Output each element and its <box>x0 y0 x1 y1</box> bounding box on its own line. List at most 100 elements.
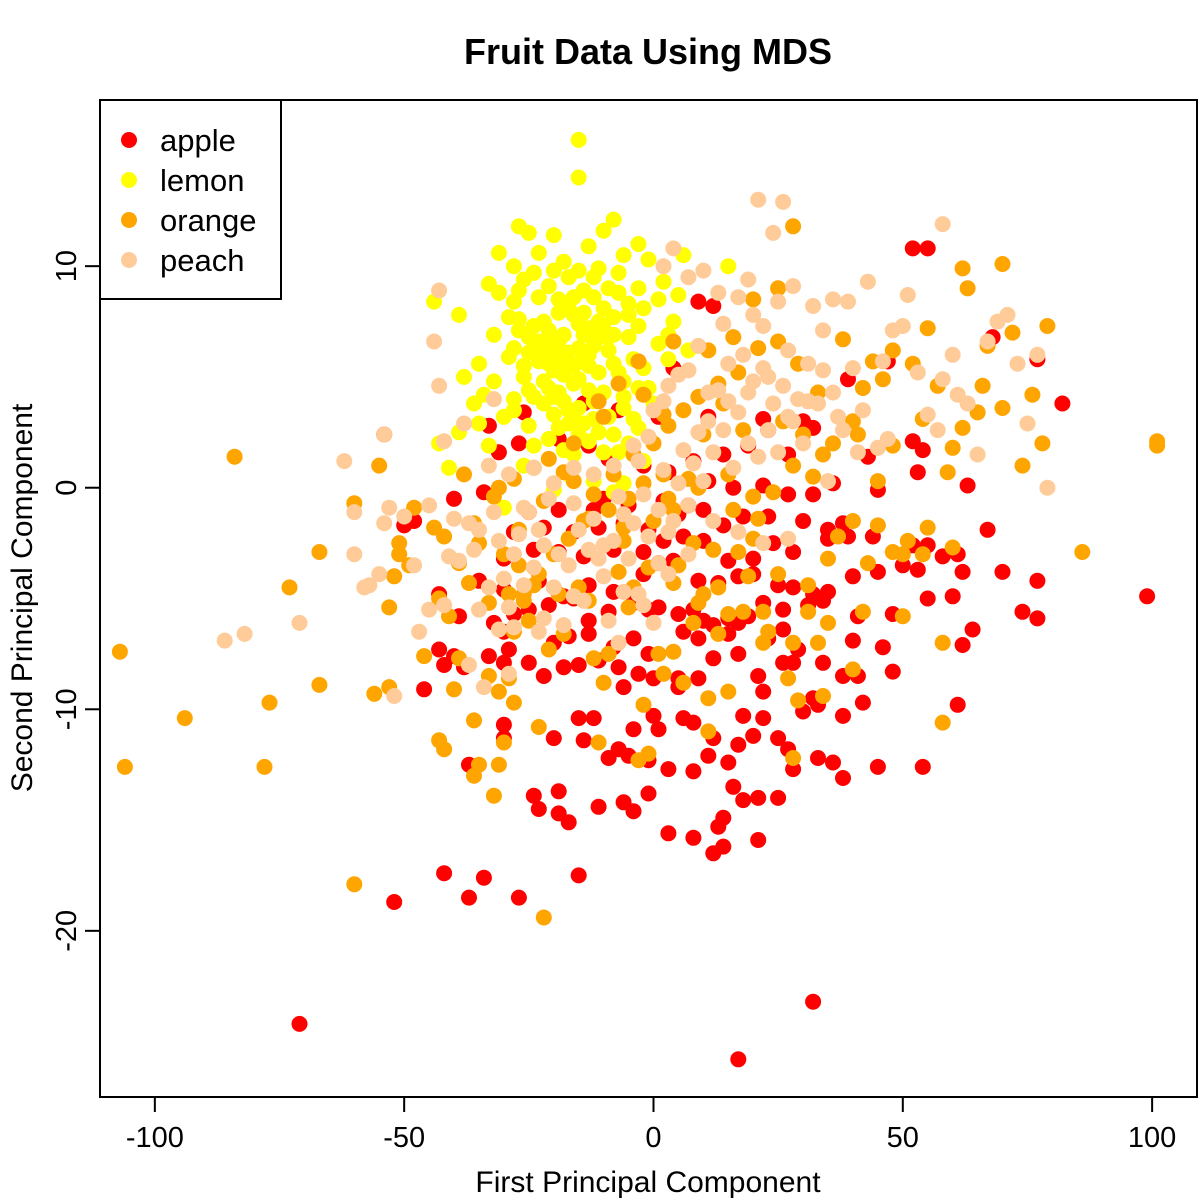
point-lemon-133 <box>585 289 602 306</box>
point-peach-19 <box>466 541 482 558</box>
point-peach-187 <box>815 362 831 379</box>
point-peach-132 <box>480 457 497 474</box>
point-apple-73 <box>535 668 552 684</box>
point-peach-61 <box>690 424 707 441</box>
y-tick-label-2: 0 <box>51 480 83 496</box>
point-orange-15 <box>391 546 408 563</box>
point-apple-179 <box>745 550 762 567</box>
point-apple-121 <box>540 597 557 614</box>
point-orange-117 <box>785 457 802 474</box>
point-peach-109 <box>1009 355 1026 372</box>
point-lemon-34 <box>650 291 667 308</box>
point-orange-102 <box>959 280 976 297</box>
point-orange-36 <box>535 909 552 926</box>
point-peach-161 <box>825 291 841 308</box>
point-apple-157 <box>770 577 787 594</box>
point-lemon-151 <box>595 444 612 461</box>
point-lemon-15 <box>615 247 632 264</box>
point-apple-36 <box>770 730 787 747</box>
point-peach-184 <box>760 368 777 385</box>
point-lemon-119 <box>515 357 532 374</box>
point-peach-112 <box>1039 479 1056 496</box>
point-orange-97 <box>1074 544 1091 560</box>
point-peach-113 <box>934 216 951 233</box>
point-apple-79 <box>630 665 647 682</box>
point-peach-162 <box>840 293 856 310</box>
point-apple-11 <box>530 801 547 817</box>
point-lemon-10 <box>490 244 507 261</box>
point-orange-5 <box>281 579 298 596</box>
point-peach-165 <box>386 688 403 704</box>
point-peach-135 <box>431 377 448 394</box>
point-apple-53 <box>585 710 602 727</box>
point-orange-129 <box>954 419 971 436</box>
point-peach-41 <box>595 568 612 585</box>
points-layer <box>111 131 1166 1068</box>
point-orange-79 <box>859 555 876 572</box>
point-peach-11 <box>421 601 438 618</box>
legend-label-lemon: lemon <box>160 163 244 198</box>
point-orange-194 <box>371 457 388 474</box>
point-peach-145 <box>660 524 677 540</box>
point-orange-7 <box>311 676 328 693</box>
point-apple-218 <box>909 464 926 481</box>
point-orange-216 <box>505 694 522 711</box>
point-peach-105 <box>969 446 986 463</box>
point-peach-63 <box>700 413 717 430</box>
point-peach-59 <box>680 497 697 514</box>
point-apple-83 <box>690 670 707 687</box>
point-lemon-26 <box>451 306 467 323</box>
point-apple-1 <box>730 1051 747 1068</box>
point-lemon-24 <box>655 273 672 290</box>
point-orange-215 <box>446 681 462 698</box>
y-tick-label-1: -10 <box>51 688 83 730</box>
point-orange-4 <box>261 694 278 711</box>
point-lemon-130 <box>545 406 562 423</box>
point-peach-64 <box>705 444 722 461</box>
point-apple-24 <box>715 809 732 826</box>
point-lemon-43 <box>485 326 502 343</box>
point-apple-74 <box>555 659 572 676</box>
point-lemon-117 <box>525 318 542 334</box>
point-orange-103 <box>785 218 802 235</box>
point-lemon-40 <box>605 309 622 326</box>
point-lemon-33 <box>620 295 637 312</box>
point-apple-42 <box>660 761 677 778</box>
point-peach-40 <box>585 510 602 527</box>
point-orange-26 <box>485 787 502 804</box>
point-orange-179 <box>785 634 802 651</box>
point-orange-93 <box>1014 457 1031 474</box>
point-apple-166 <box>994 563 1011 580</box>
point-apple-141 <box>944 588 961 605</box>
point-lemon-27 <box>490 284 507 301</box>
point-apple-123 <box>580 612 597 629</box>
point-apple-60 <box>735 707 752 724</box>
point-peach-114 <box>750 191 767 208</box>
point-peach-14 <box>436 597 453 614</box>
point-peach-134 <box>456 415 472 432</box>
point-apple-23 <box>750 832 767 848</box>
point-lemon-57 <box>456 368 472 385</box>
point-peach-180 <box>680 362 697 379</box>
point-peach-171 <box>515 577 532 594</box>
point-peach-34 <box>545 579 562 596</box>
point-peach-144 <box>635 597 652 614</box>
point-orange-28 <box>490 756 507 773</box>
point-apple-143 <box>1014 603 1031 620</box>
point-lemon-66 <box>505 391 522 408</box>
point-lemon-107 <box>580 357 597 374</box>
point-apple-29 <box>810 750 826 766</box>
point-apple-90 <box>815 654 831 671</box>
point-orange-44 <box>600 645 617 662</box>
point-orange-49 <box>635 696 652 713</box>
point-lemon-16 <box>640 251 657 268</box>
point-apple-86 <box>750 668 767 684</box>
point-lemon-116 <box>540 322 557 339</box>
point-peach-73 <box>750 448 767 465</box>
point-apple-252 <box>690 293 707 310</box>
point-apple-174 <box>635 544 652 560</box>
point-peach-175 <box>590 550 607 567</box>
point-peach-172 <box>530 521 547 538</box>
point-lemon-153 <box>625 411 642 427</box>
point-peach-170 <box>500 599 517 616</box>
